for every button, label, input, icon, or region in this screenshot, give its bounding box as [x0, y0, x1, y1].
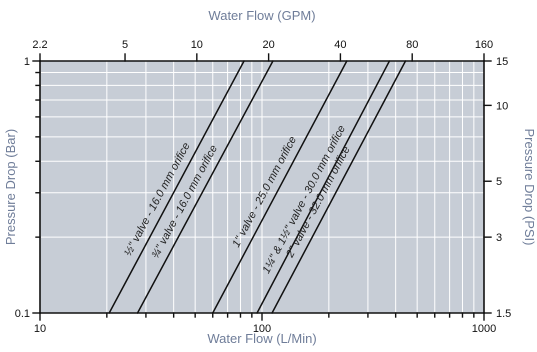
top-tick-label: 10: [191, 39, 203, 51]
top-tick-label: 20: [262, 39, 274, 51]
top-tick-label: 160: [475, 39, 493, 51]
bottom-tick-label: 1000: [472, 323, 496, 335]
top-tick-label: 80: [406, 39, 418, 51]
top-tick-label: 5: [122, 39, 128, 51]
right-tick-label: 1.5: [496, 308, 511, 320]
right-tick-label: 5: [496, 176, 502, 188]
series-line: [271, 60, 407, 314]
series-line: [256, 60, 391, 314]
right-axis-title: Pressure Drop (PSI): [522, 128, 537, 245]
series-line: [211, 60, 348, 314]
left-axis-title: Pressure Drop (Bar): [3, 129, 18, 245]
top-axis-title: Water Flow (GPM): [208, 8, 315, 23]
right-tick-label: 3: [496, 232, 502, 244]
right-tick-label: 10: [496, 100, 508, 112]
top-tick-label: 2.2: [32, 39, 47, 51]
right-tick-label: 15: [496, 56, 508, 68]
top-tick-label: 40: [334, 39, 346, 51]
bottom-tick-label: 10: [34, 323, 46, 335]
bottom-tick-label: 100: [253, 323, 271, 335]
bottom-axis-title: Water Flow (L/Min): [207, 331, 316, 346]
left-tick-label: 1: [24, 56, 30, 68]
left-tick-label: 0.1: [15, 308, 30, 320]
axes-group: 10 100 1000 2.2 5 10 20 40 80 160 0.1 1 1.5 3 5 10 15: [15, 39, 512, 335]
series-line: [136, 60, 274, 314]
series-line: [108, 60, 245, 314]
